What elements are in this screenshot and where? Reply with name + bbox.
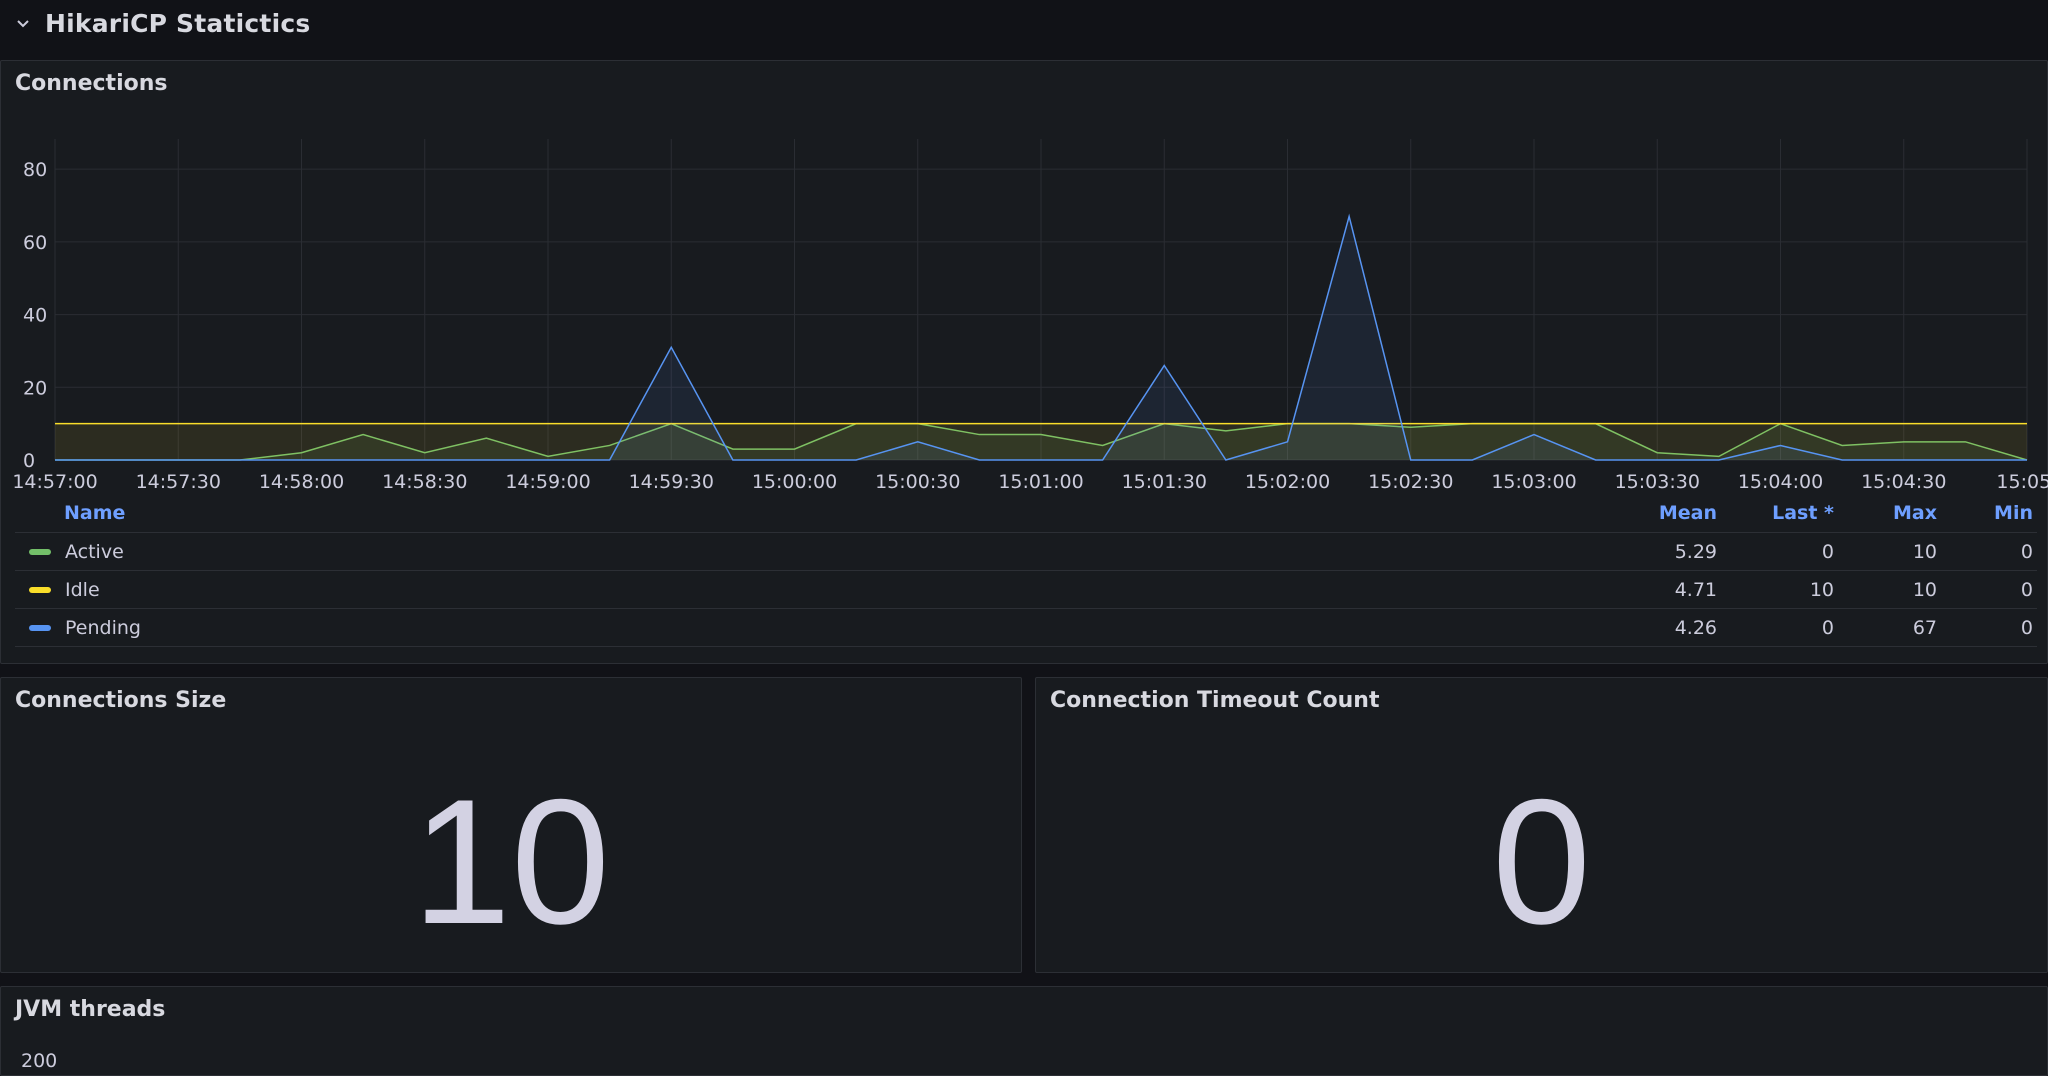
x-tick-label: 14:59:30	[629, 471, 714, 493]
stat-value: 10	[412, 762, 610, 961]
series-area-idle	[55, 423, 2027, 460]
x-tick-label: 15:01:30	[1122, 471, 1207, 493]
row-header[interactable]: HikariCP Statictics	[0, 0, 2048, 46]
y-tick-label: 40	[23, 305, 47, 327]
legend-max: 10	[1912, 540, 1937, 563]
legend-row-pending[interactable]: Pending 4.26 0 67 0	[15, 609, 2037, 647]
x-tick-label: 15:00:30	[875, 471, 960, 493]
row-title: HikariCP Statictics	[45, 8, 311, 38]
x-tick-label: 15:02:30	[1368, 471, 1453, 493]
x-tick-label: 15:01:00	[998, 471, 1083, 493]
legend-header-min[interactable]: Min	[1994, 501, 2033, 524]
y-tick-label: 60	[23, 232, 47, 254]
legend-series-name: Pending	[65, 616, 141, 639]
x-tick-label: 14:59:00	[505, 471, 590, 493]
legend-series-name: Idle	[65, 578, 100, 601]
x-tick-label: 15:03:00	[1491, 471, 1576, 493]
series-line-pending	[55, 213, 2027, 461]
y-tick-label: 200	[21, 1050, 58, 1072]
legend-series-name: Active	[65, 540, 124, 563]
jvm-threads-panel[interactable]: JVM threads 200	[0, 986, 2048, 1076]
connections-size-panel[interactable]: Connections Size 10	[0, 677, 1022, 973]
legend-last: 0	[1821, 616, 1834, 639]
legend-min: 0	[2020, 616, 2033, 639]
x-tick-label: 15:04:00	[1738, 471, 1823, 493]
y-tick-label: 0	[23, 450, 35, 472]
x-tick-label: 14:58:00	[259, 471, 344, 493]
panel-title: Connections Size	[15, 688, 227, 713]
legend-row-idle[interactable]: Idle 4.71 10 10 0	[15, 571, 2037, 609]
x-tick-label: 15:05:	[1996, 471, 2048, 493]
series-area-active	[55, 423, 2027, 460]
legend-header: Name Mean Last * Max Min	[15, 493, 2037, 533]
connections-panel[interactable]: Connections 0 20 40 60 80 14:57:00 14:57:30 14:…	[0, 60, 2048, 664]
y-tick-label: 80	[23, 159, 47, 181]
series-line-active	[55, 422, 2028, 461]
legend-last: 0	[1821, 540, 1834, 563]
legend-last: 10	[1809, 578, 1834, 601]
x-tick-label: 15:02:00	[1245, 471, 1330, 493]
legend-table: Name Mean Last * Max Min Active 5.29 0 1…	[15, 493, 2037, 647]
legend-header-mean[interactable]: Mean	[1658, 501, 1717, 524]
legend-mean: 4.26	[1674, 616, 1717, 639]
panel-title: Connections	[15, 71, 168, 96]
legend-max: 67	[1912, 616, 1937, 639]
x-tick-label: 14:58:30	[382, 471, 467, 493]
legend-min: 0	[2020, 540, 2033, 563]
legend-row-active[interactable]: Active 5.29 0 10 0	[15, 533, 2037, 571]
x-tick-label: 15:04:30	[1861, 471, 1946, 493]
series-color-swatch	[29, 548, 51, 555]
legend-max: 10	[1912, 578, 1937, 601]
legend-mean: 5.29	[1674, 540, 1717, 563]
connections-chart[interactable]: 0 20 40 60 80 14:57:00 14:57:30 14:58:00 14:58:3…	[1, 61, 2048, 501]
x-tick-label: 14:57:30	[136, 471, 221, 493]
series-color-swatch	[29, 586, 51, 593]
legend-header-name[interactable]: Name	[64, 501, 126, 524]
legend-mean: 4.71	[1674, 578, 1717, 601]
panel-title: Connection Timeout Count	[1050, 688, 1380, 713]
panel-title: JVM threads	[15, 997, 166, 1022]
chevron-down-icon[interactable]	[15, 15, 31, 31]
x-tick-label: 15:00:00	[752, 471, 837, 493]
legend-header-max[interactable]: Max	[1893, 501, 1937, 524]
series-color-swatch	[29, 624, 51, 631]
y-tick-label: 20	[23, 377, 47, 399]
stat-value: 0	[1492, 762, 1591, 961]
x-tick-label: 15:03:30	[1615, 471, 1700, 493]
x-tick-label: 14:57:00	[12, 471, 97, 493]
legend-min: 0	[2020, 578, 2033, 601]
legend-header-last[interactable]: Last *	[1772, 501, 1834, 524]
connection-timeout-panel[interactable]: Connection Timeout Count 0	[1035, 677, 2048, 973]
